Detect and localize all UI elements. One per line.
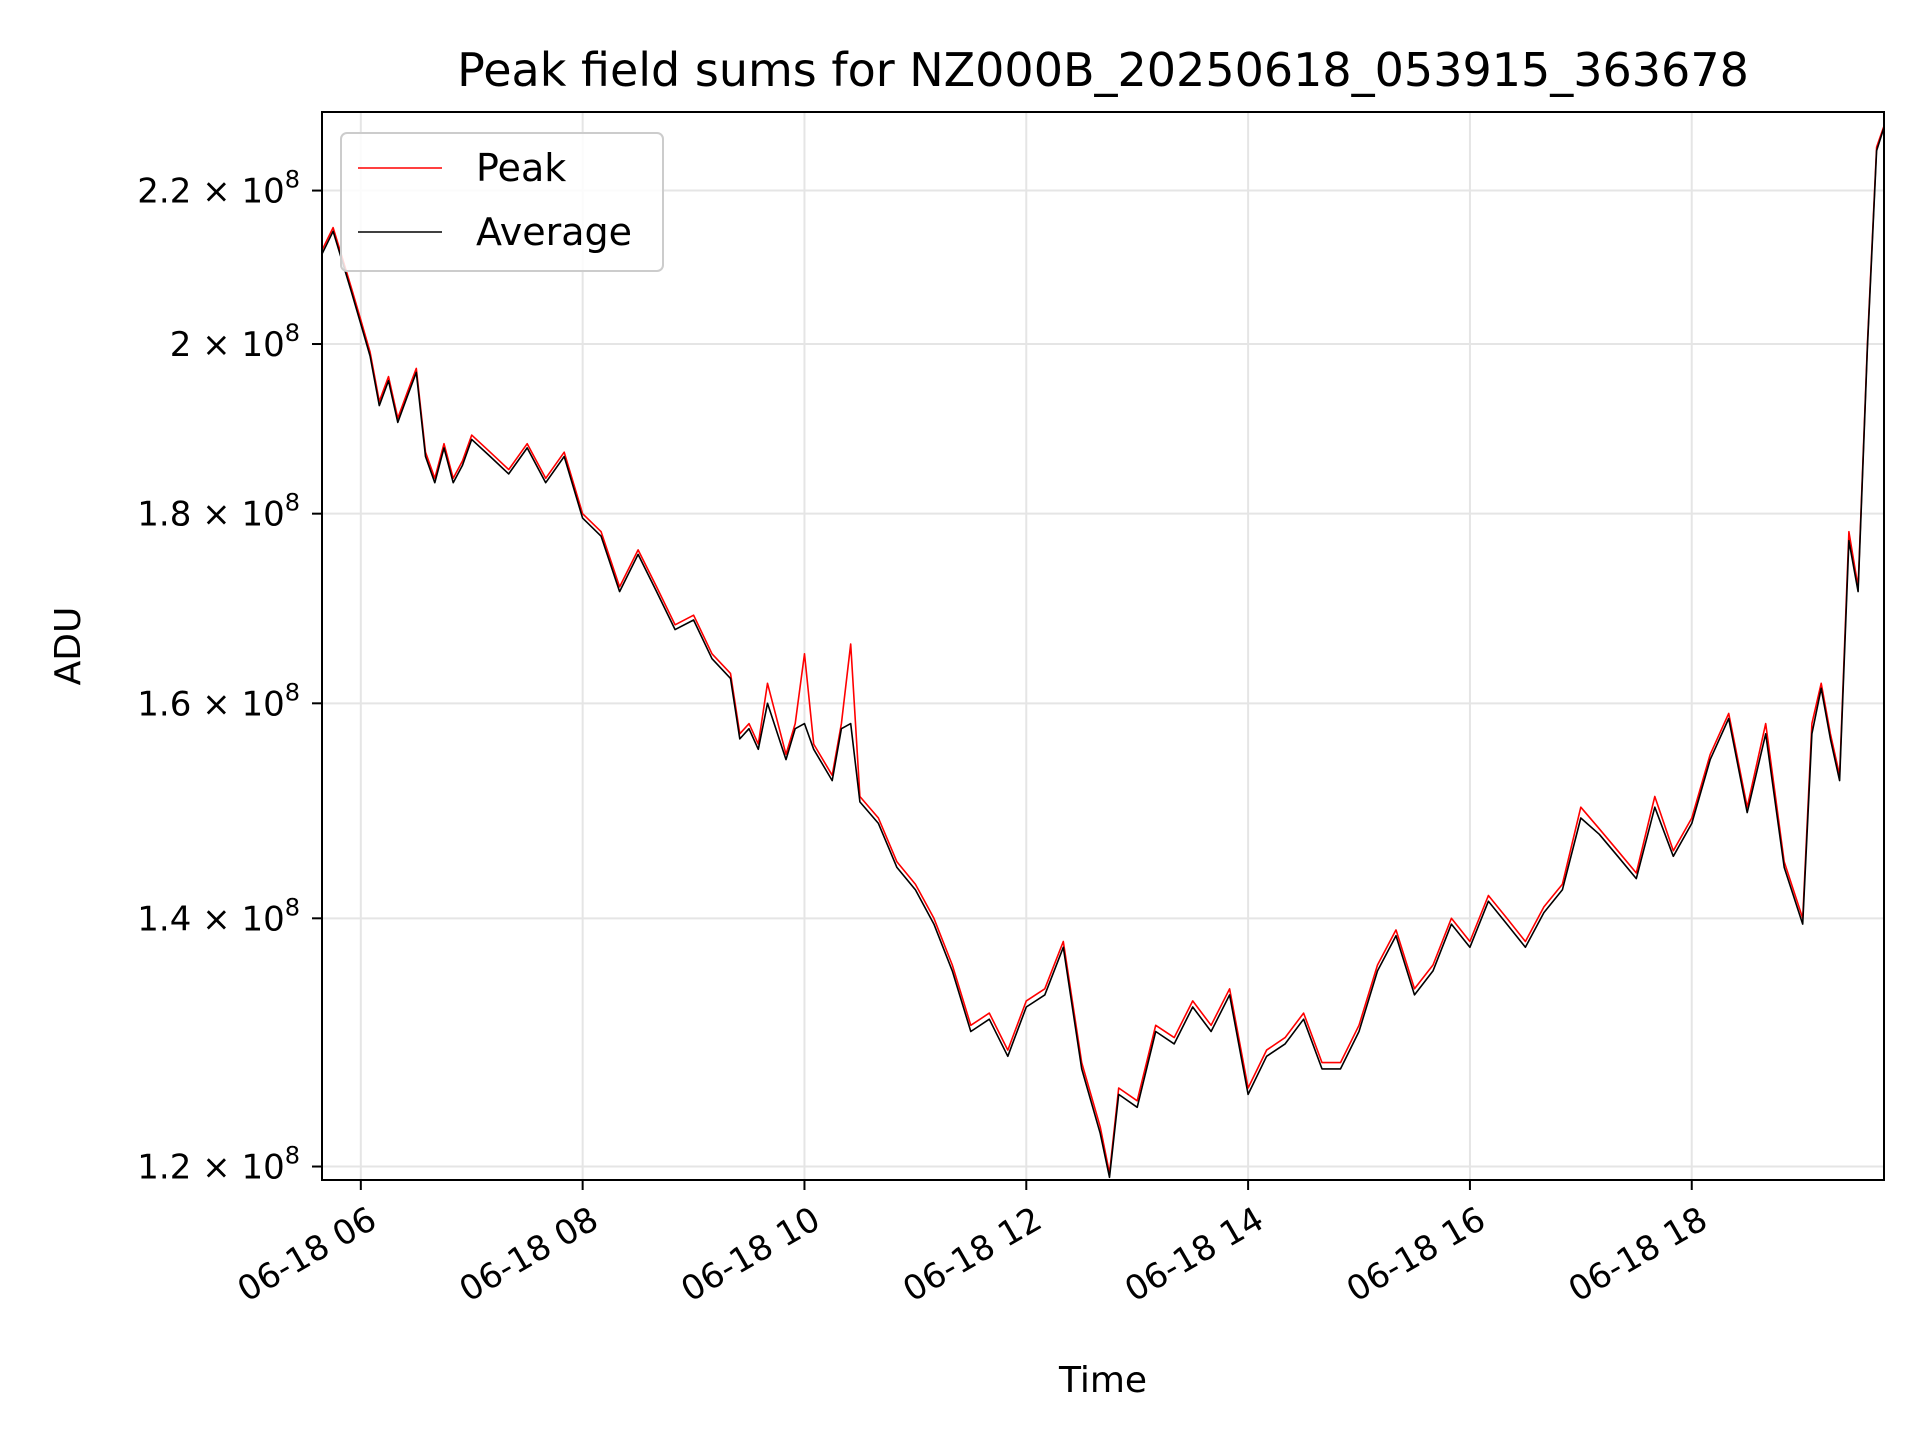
y-tick-label: 2.2 × 108: [137, 166, 300, 212]
plot-frame: [321, 111, 1885, 1181]
y-tick-label: 2 × 108: [170, 319, 300, 365]
y-tick-label: 1.2 × 108: [137, 1142, 300, 1188]
series-line-peak: [321, 125, 1885, 1174]
legend: Peak Average: [340, 132, 664, 272]
y-tick-label: 1.6 × 108: [137, 678, 300, 724]
y-tick-label: 1.4 × 108: [137, 893, 300, 939]
y-tick-label: 1.8 × 108: [137, 489, 300, 535]
legend-label-peak: Peak: [476, 146, 566, 190]
series-layer: [321, 125, 1885, 1179]
chart-title: Peak field sums for NZ000B_20250618_0539…: [457, 43, 1749, 97]
series-line-average: [321, 127, 1885, 1179]
x-axis-label: Time: [1058, 1360, 1147, 1401]
y-axis: 1.2 × 108 1.4 × 108 1.6 × 108 1.8 × 108 2 × …: [137, 166, 322, 1188]
y-axis-label: ADU: [48, 607, 89, 686]
legend-label-average: Average: [476, 210, 632, 254]
